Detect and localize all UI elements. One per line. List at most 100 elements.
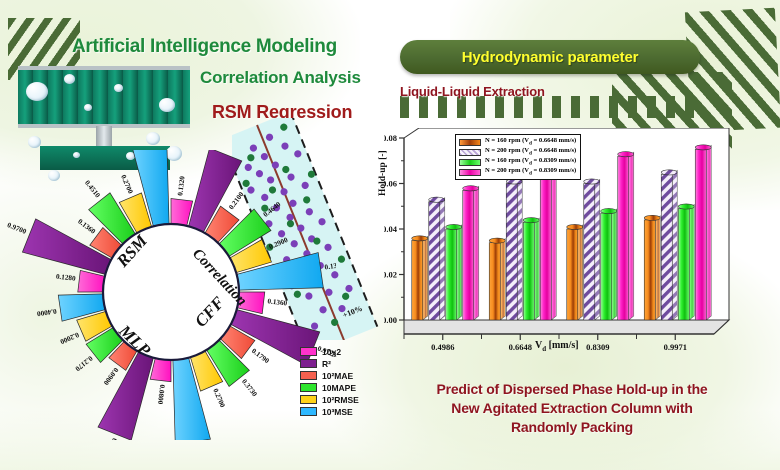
polar-value-label: 0.4000 <box>36 307 57 318</box>
legend-label-rmse: 10²RMSE <box>322 394 359 405</box>
y-tick-label: 0.02 <box>384 270 397 280</box>
polar-bar-wedge <box>77 269 106 293</box>
legend-label-n200-vd06648: N = 200 rpm (Vd = 0.6648 mm/s) <box>485 147 577 157</box>
bar <box>462 185 480 321</box>
legend-label-mae: 10²MAE <box>322 370 354 381</box>
legend-label-n160-vd06648: N = 160 rpm (Vd = 0.6648 mm/s) <box>485 137 577 147</box>
polar-value-label: 0.2900 <box>268 236 290 251</box>
polar-value-label: 0.9700 <box>6 221 28 236</box>
bar <box>583 178 601 321</box>
hydrodynamic-parameter-banner: Hydrodynamic parameter <box>400 40 700 74</box>
legend-swatch-n200-vd08309 <box>459 168 481 176</box>
droplet <box>126 152 135 160</box>
x-tick-label: 0.9971 <box>664 342 687 352</box>
polar-bar-wedge <box>149 357 172 383</box>
legend-label-n200-vd08309: N = 200 rpm (Vd = 0.8309 mm/s) <box>485 167 577 177</box>
droplet <box>48 170 60 181</box>
y-tick-label: 0.08 <box>384 133 397 143</box>
bar <box>411 235 429 321</box>
parity-lower-bound-line <box>232 138 310 340</box>
legend-item: N = 200 rpm (Vd = 0.6648 mm/s) <box>459 147 576 157</box>
bar <box>566 224 584 321</box>
legend-item: R² <box>300 358 359 369</box>
legend-swatch-n200-vd06648 <box>459 148 481 156</box>
polar-value-label: 0.2700 <box>119 174 134 196</box>
polar-value-label: 0.1320 <box>176 175 186 196</box>
bar <box>617 151 635 321</box>
legend-item: 10²RMSE <box>300 394 359 405</box>
y-tick-label: 0.06 <box>384 179 397 189</box>
legend-item: 10χ2 <box>300 346 359 357</box>
droplet <box>166 146 182 161</box>
column-agitator-shaft <box>96 126 112 152</box>
legend-item: 10²MAE <box>300 370 359 381</box>
y-tick-label: 0.00 <box>384 315 397 325</box>
polar-bar-wedge <box>170 198 194 227</box>
legend-label-r-squared: R² <box>322 358 331 369</box>
polar-value-label: 0.1320 <box>324 261 336 272</box>
legend-item: 10MAPE <box>300 382 359 393</box>
caption-line-2: New Agitated Extraction Column with <box>451 399 693 416</box>
polar-value-label: 0.2000 <box>58 330 80 345</box>
heading-liquid-liquid-extraction: Liquid-Liquid Extraction <box>400 84 545 99</box>
legend-item: N = 200 rpm (Vd = 0.8309 mm/s) <box>459 167 576 177</box>
legend-swatch-mape <box>300 383 317 392</box>
polar-value-label: 0.4510 <box>83 179 102 200</box>
legend-label-mape: 10MAPE <box>322 382 357 393</box>
polar-value-label: 0.0800 <box>156 384 166 405</box>
model-metrics-polar-chart: RSM Correlation CFF MLP 0.1280 0.9700 0.13… <box>6 150 336 440</box>
polar-value-label: 0.1280 <box>55 272 76 282</box>
chart-floor-right-edge <box>713 319 730 335</box>
scatter-points-series-a <box>244 133 353 330</box>
legend-label-mse: 10³MSE <box>322 406 353 417</box>
metrics-legend: 10χ2 R² 10²MAE 10MAPE 10²RMSE 10³MSE <box>300 346 359 417</box>
bar <box>660 169 678 321</box>
legend-item: N = 160 rpm (Vd = 0.8309 mm/s) <box>459 157 576 167</box>
legend-label-chi-squared: 10χ2 <box>322 346 342 357</box>
heading-rsm-regression: RSM Regression <box>212 102 353 122</box>
abstract-caption: Predict of Dispersed Phase Hold-up in th… <box>372 380 772 437</box>
polar-value-label: 0.1360 <box>267 297 288 307</box>
droplet <box>26 82 48 101</box>
droplet <box>73 152 80 158</box>
bar <box>694 144 712 321</box>
polar-value-label: 0.0900 <box>101 366 119 387</box>
caption-line-1: Predict of Dispersed Phase Hold-up in th… <box>436 381 708 397</box>
bar <box>539 169 557 321</box>
legend-item: N = 160 rpm (Vd = 0.6648 mm/s) <box>459 137 576 147</box>
polar-value-label: 0.2170 <box>73 354 94 373</box>
y-axis-label: Hold-up [-] <box>378 150 388 196</box>
polar-value-label: 0.1790 <box>250 347 271 365</box>
bar <box>488 237 506 321</box>
bar <box>677 203 695 321</box>
legend-item: 10³MSE <box>300 406 359 417</box>
bar <box>600 208 618 321</box>
x-tick-label: 0.6648 <box>509 342 532 352</box>
droplet <box>146 132 160 145</box>
legend-swatch-n160-vd08309 <box>459 158 481 166</box>
polar-value-label: 0.2100 <box>227 190 245 211</box>
hatch-stripes-row <box>400 96 700 118</box>
droplet <box>159 98 175 112</box>
legend-swatch-mae <box>300 371 317 380</box>
legend-swatch-chi-squared <box>300 347 317 356</box>
polar-hub-circle <box>101 222 241 362</box>
x-tick-label: 0.4986 <box>431 342 454 352</box>
y-axis-ticks: 0.00 0.02 0.04 0.06 0.08 <box>384 133 404 325</box>
chart-floor <box>403 319 731 335</box>
droplet <box>84 104 92 111</box>
bar-series-group <box>411 144 712 321</box>
droplet <box>28 136 41 148</box>
bar <box>505 178 523 321</box>
droplet <box>64 74 75 84</box>
legend-swatch-r-squared <box>300 359 317 368</box>
legend-swatch-rmse <box>300 395 317 404</box>
x-tick-label: 0.8309 <box>586 342 609 352</box>
polar-value-label: 0.9023 <box>222 150 237 151</box>
polar-value-label: 0.3730 <box>240 378 259 399</box>
extraction-column-illustration <box>18 60 190 185</box>
banner-label: Hydrodynamic parameter <box>461 48 639 66</box>
bar-chart-legend: N = 160 rpm (Vd = 0.6648 mm/s) N = 200 r… <box>455 134 582 180</box>
bar <box>428 196 446 321</box>
